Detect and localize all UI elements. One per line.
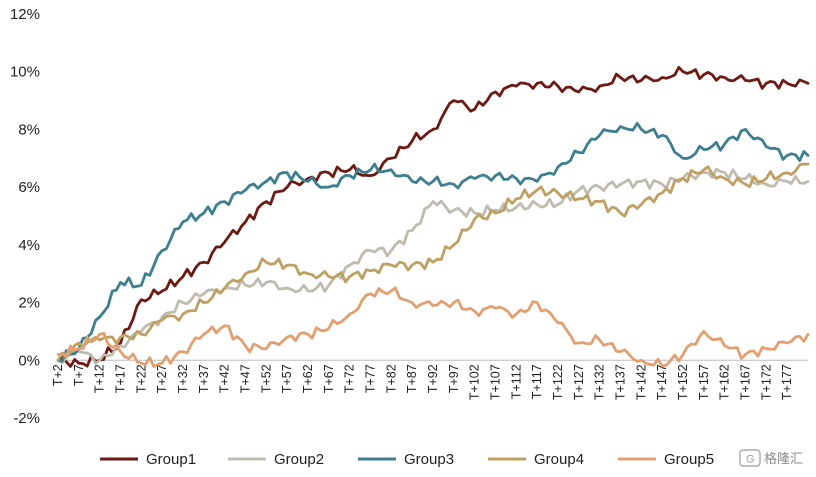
x-tick-label: T+92 (426, 364, 440, 393)
series-line-group4 (56, 162, 810, 362)
y-tick-label: 12% (10, 6, 40, 23)
legend-label-group1: Group1 (146, 451, 196, 468)
x-tick-label: T+52 (259, 364, 273, 393)
x-tick-label: T+12 (93, 364, 107, 393)
x-tick-label: T+42 (218, 364, 232, 393)
x-tick-label: T+117 (530, 364, 544, 399)
x-tick-label: T+137 (614, 364, 628, 400)
watermark-logo-glyph: G (746, 454, 755, 466)
x-tick-label: T+17 (114, 364, 128, 393)
y-tick-label: 4% (18, 237, 40, 254)
x-tick-label: T+27 (155, 364, 169, 393)
x-tick-label: T+122 (551, 364, 565, 400)
x-tick-label: T+157 (697, 364, 711, 400)
series-line-group1 (56, 66, 810, 368)
x-tick-label: T+112 (509, 364, 523, 399)
x-tick-label: T+147 (655, 364, 669, 400)
watermark-text: 格隆汇 (764, 451, 803, 466)
x-tick-label: T+152 (676, 364, 690, 400)
x-tick-label: T+77 (364, 364, 378, 393)
x-axis-tick-labels: T+2 T+7 T+12 T+17 T+22 T+27 T+32 T+37 T+42 T+47 T+… (51, 364, 794, 400)
series-line-group5 (56, 286, 810, 368)
x-tick-label: T+127 (572, 364, 586, 400)
legend-label-group3: Group3 (404, 451, 454, 468)
x-tick-label: T+22 (134, 364, 148, 393)
x-tick-label: T+72 (343, 364, 357, 393)
x-tick-label: T+162 (718, 364, 732, 400)
watermark-logo-icon (739, 449, 761, 467)
y-tick-label: 10% (10, 64, 40, 81)
x-tick-label: T+62 (301, 364, 315, 393)
x-tick-label: T+97 (447, 364, 461, 393)
series-line-group2 (56, 167, 810, 366)
x-tick-label: T+32 (176, 364, 190, 393)
legend-label-group4: Group4 (534, 451, 584, 468)
y-tick-label: -2% (13, 410, 40, 427)
x-tick-label: T+2 (51, 364, 65, 386)
legend-label-group5: Group5 (664, 451, 714, 468)
x-tick-label: T+102 (468, 364, 482, 400)
series-line-group3 (56, 121, 810, 363)
series-lines (56, 66, 810, 368)
watermark: G 格隆汇 (739, 449, 803, 467)
y-tick-label: 8% (18, 121, 40, 138)
x-tick-label: T+7 (72, 364, 86, 386)
x-tick-label: T+177 (780, 364, 794, 400)
x-tick-label: T+167 (739, 364, 753, 400)
y-tick-label: 6% (18, 179, 40, 196)
x-tick-label: T+47 (239, 364, 253, 393)
legend-label-group2: Group2 (274, 451, 324, 468)
x-tick-label: T+172 (759, 364, 773, 400)
x-tick-label: T+142 (634, 364, 648, 400)
x-tick-label: T+107 (489, 364, 503, 400)
y-tick-label: 0% (18, 352, 40, 369)
x-tick-label: T+82 (384, 364, 398, 393)
x-tick-label: T+132 (593, 364, 607, 400)
legend: Group1 Group2 Group3 Group4 Group5 (100, 451, 714, 468)
y-tick-label: 2% (18, 295, 40, 312)
x-tick-label: T+57 (280, 364, 294, 393)
x-tick-label: T+87 (405, 364, 419, 393)
x-tick-label: T+37 (197, 364, 211, 393)
x-tick-label: T+67 (322, 364, 336, 393)
y-axis-tick-labels: -2% 0% 2% 4% 6% 8% 10% 12% (10, 6, 40, 427)
